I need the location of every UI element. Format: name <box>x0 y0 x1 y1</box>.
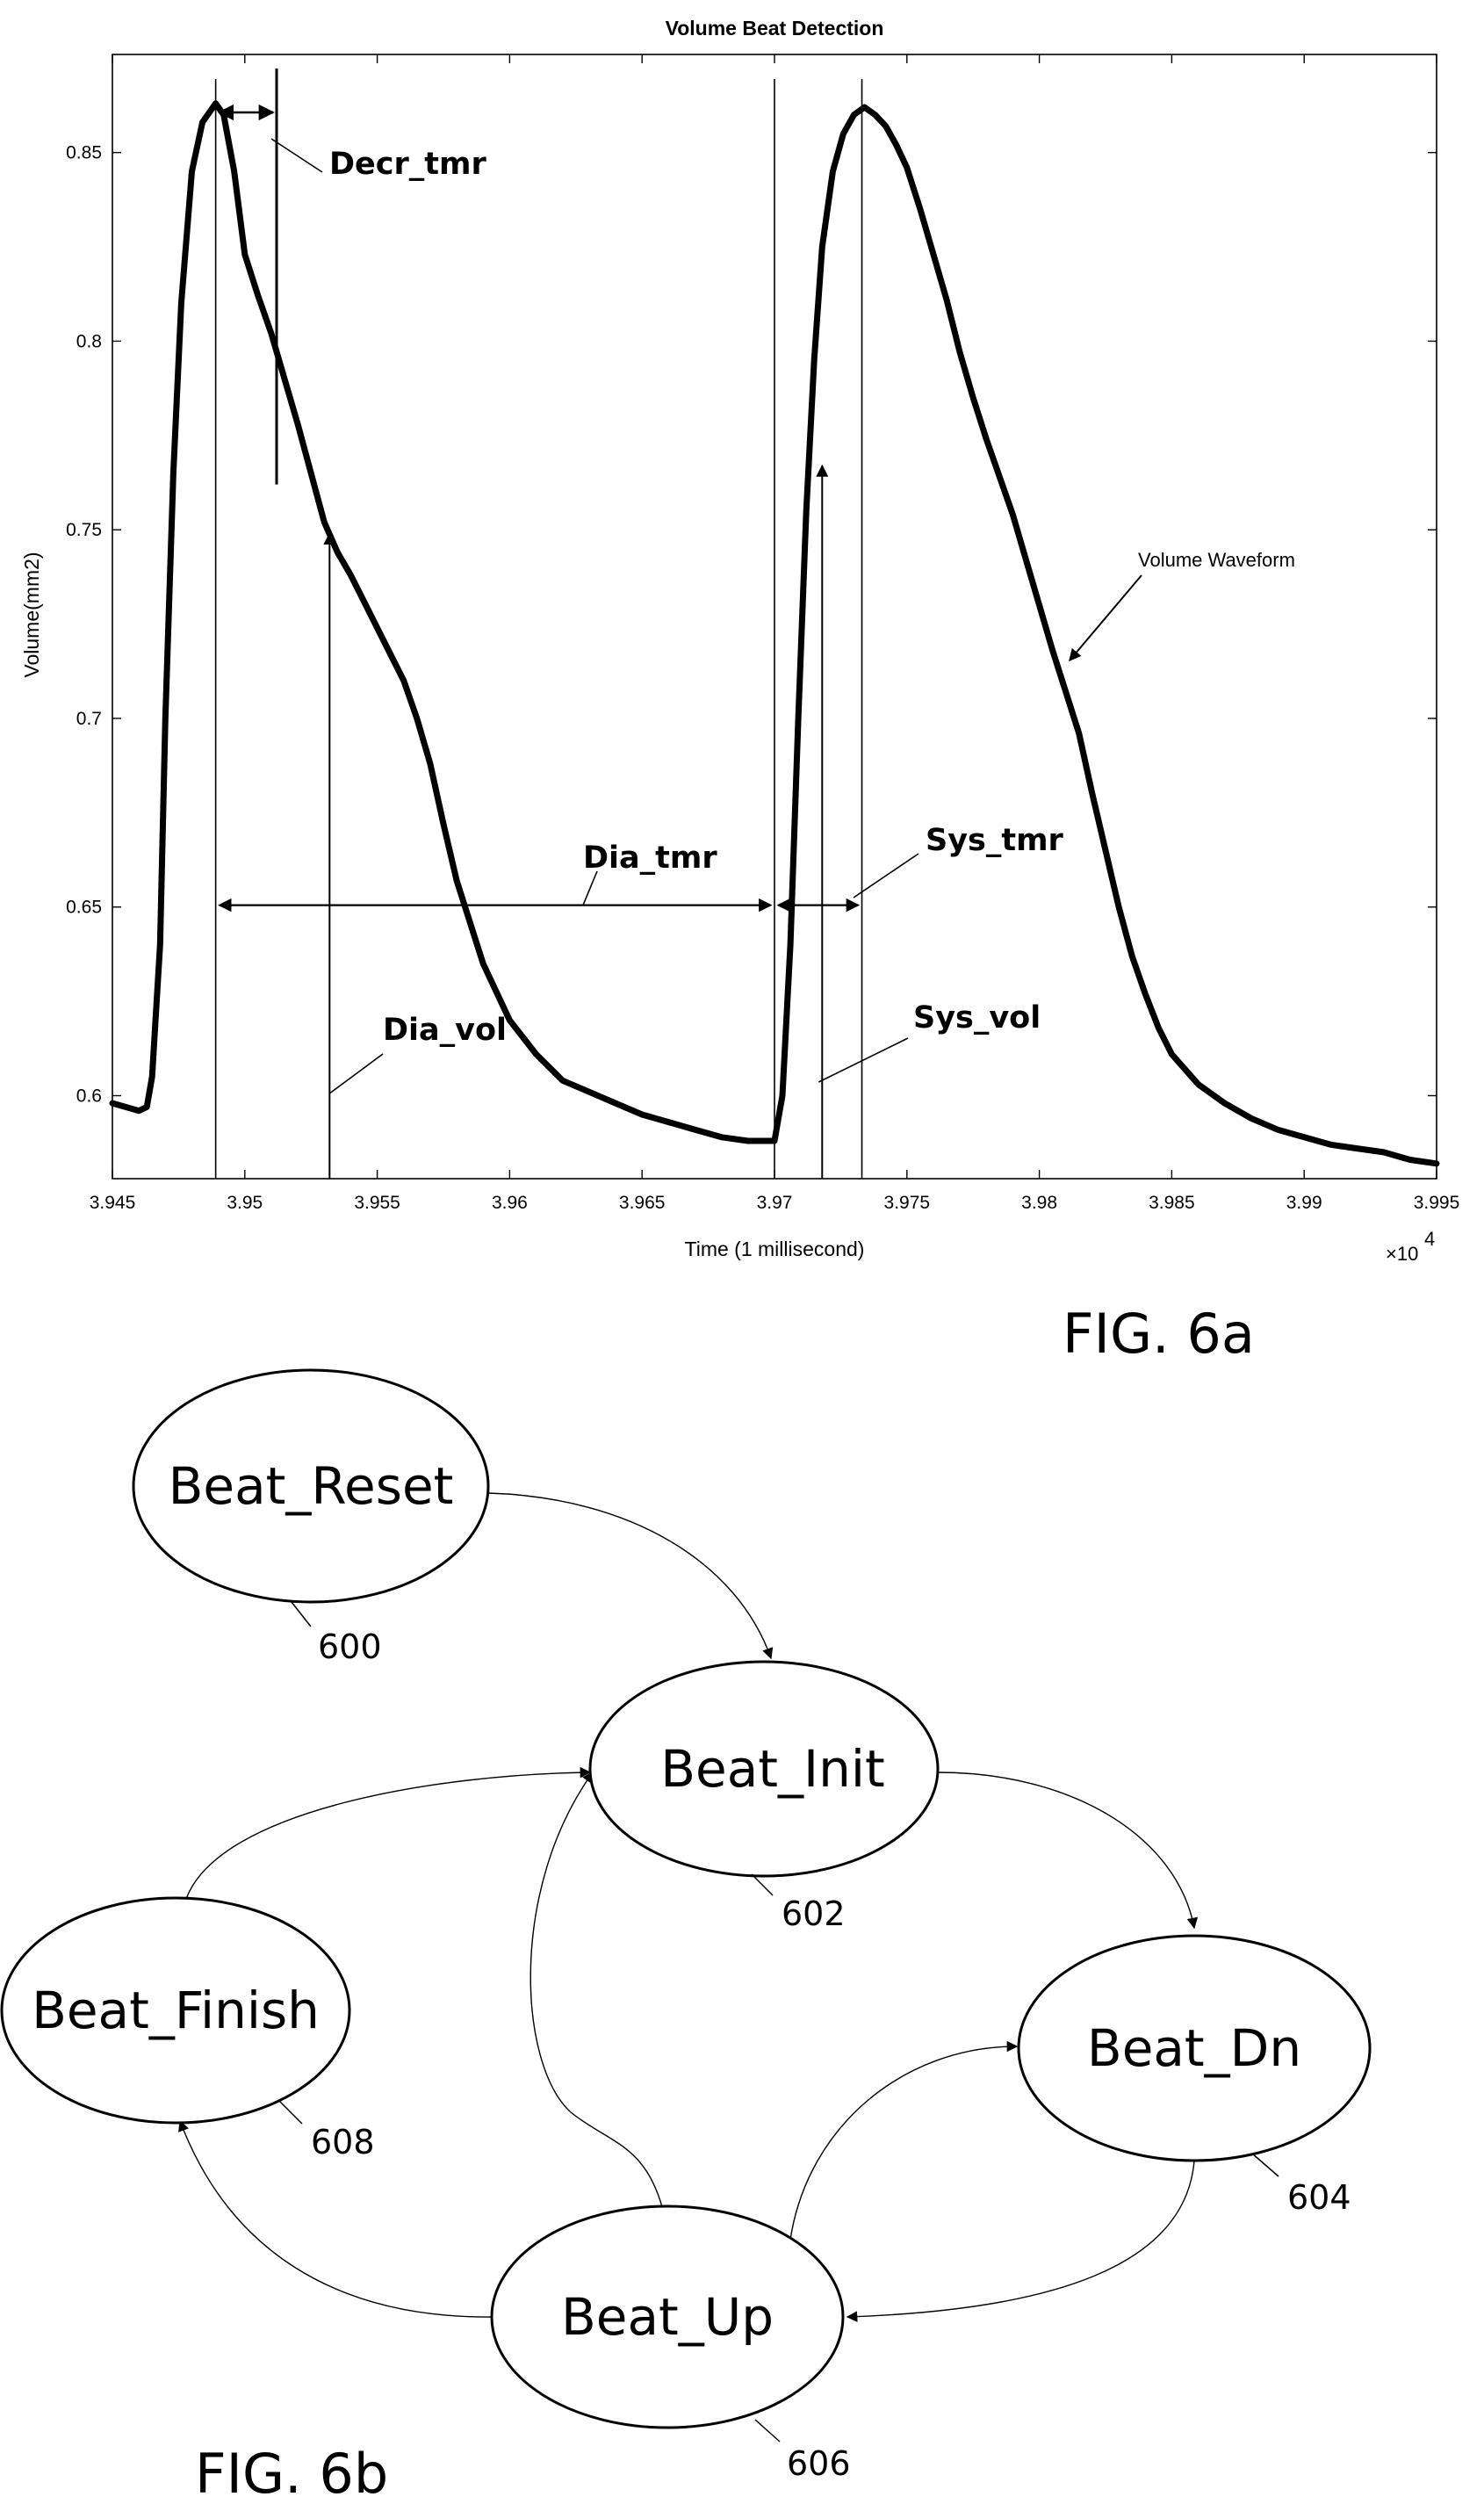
x-tick-label: 3.955 <box>354 1193 400 1213</box>
x-tick-label: 3.98 <box>1021 1193 1057 1213</box>
ref-leader-608 <box>278 2100 303 2125</box>
ref-leader-606 <box>754 2419 781 2443</box>
state-beat-up-node <box>490 2205 845 2429</box>
volume-waveform-label: Volume Waveform <box>1138 549 1295 571</box>
fig-6b-label: FIG. 6b <box>195 2442 388 2504</box>
x-tick-label: 3.96 <box>492 1193 528 1213</box>
state-beat-finish: Beat_Finish 608 <box>0 1896 375 2161</box>
ref-608: 608 <box>311 2123 375 2161</box>
edge-init-to-dn <box>937 1772 1199 1930</box>
volume-waveform-pointer <box>1069 574 1142 662</box>
dia-tmr-leader <box>582 870 598 906</box>
y-tick-label: 0.8 <box>76 331 102 351</box>
volume-chart: Volume Beat Detection 3.945 3.95 3.955 3.96… <box>20 17 1459 1265</box>
state-beat-up: Beat_Up 606 <box>490 2205 851 2483</box>
x-multiplier-exponent: 4 <box>1424 1228 1435 1250</box>
x-tick-label: 3.97 <box>757 1193 793 1213</box>
state-beat-up-label: Beat_Up <box>561 2287 774 2347</box>
x-tick-label: 3.99 <box>1286 1193 1322 1213</box>
x-axis-multiplier: ×10 4 <box>1386 1228 1435 1265</box>
fig-6a-label: FIG. 6a <box>1063 1302 1255 1366</box>
state-beat-dn: Beat_Dn 604 <box>1017 1934 1372 2217</box>
edge-reset-to-init <box>487 1492 774 1660</box>
beat-state-diagram: Beat_Reset 600 Beat_Init 602 Beat_Finish… <box>0 1368 1372 2483</box>
ref-606: 606 <box>787 2444 851 2483</box>
edge-dn-to-up <box>846 2160 1195 2322</box>
state-beat-init-node <box>588 1660 940 1878</box>
state-beat-init-label: Beat_Init <box>660 1739 884 1799</box>
dia-vol-label: Dia_vol <box>383 1013 507 1048</box>
ref-leader-602 <box>751 1873 774 1896</box>
ref-602: 602 <box>782 1894 846 1933</box>
waveform-annotations: Decr_tmr Dia_tmr Dia_vol Sys_tmr Sys_vol Volu… <box>217 104 1295 1179</box>
y-tick-label: 0.7 <box>76 709 102 729</box>
x-tick-label: 3.965 <box>619 1193 666 1213</box>
state-beat-init: Beat_Init 602 <box>588 1660 940 1933</box>
ref-leader-604 <box>1251 2153 1279 2177</box>
edge-finish-to-init <box>185 1766 592 1900</box>
state-beat-dn-node <box>1017 1934 1372 2162</box>
y-tick-label: 0.75 <box>66 520 102 540</box>
sys-tmr-leader <box>853 853 919 898</box>
x-tick-label: 3.95 <box>227 1193 263 1213</box>
chart-title: Volume Beat Detection <box>666 17 884 40</box>
dia-tmr-label: Dia_tmr <box>583 841 717 876</box>
sys-vol-label: Sys_vol <box>913 1000 1041 1036</box>
y-tick-label: 0.6 <box>76 1086 102 1107</box>
sys-tmr-label: Sys_tmr <box>926 823 1064 858</box>
x-tick-label: 3.975 <box>884 1193 931 1213</box>
state-beat-finish-node <box>0 1896 351 2125</box>
decr-tmr-label: Decr_tmr <box>329 147 486 182</box>
sys-vol-leader <box>818 1037 909 1083</box>
decr-tmr-leader <box>270 138 323 173</box>
x-axis-ticks: 3.945 3.95 3.955 3.96 3.965 3.97 3.975 3.98 3.98… <box>90 54 1460 1213</box>
state-beat-reset-node <box>132 1368 490 1604</box>
y-axis-label: Volume(mm2) <box>20 552 43 677</box>
state-beat-reset: Beat_Reset 600 <box>132 1368 490 1666</box>
y-tick-label: 0.85 <box>66 143 102 163</box>
state-beat-finish-label: Beat_Finish <box>32 1981 320 2040</box>
volume-waveform-line <box>109 100 1440 1167</box>
ref-604: 604 <box>1287 2178 1351 2217</box>
edge-up-to-dn <box>789 2040 1019 2241</box>
ref-leader-600 <box>291 1601 312 1627</box>
dia-vol-leader <box>328 1053 384 1094</box>
x-axis-label: Time (1 millisecond) <box>685 1238 865 1260</box>
x-tick-label: 3.995 <box>1414 1193 1460 1213</box>
x-tick-label: 3.945 <box>90 1193 136 1213</box>
x-multiplier-base: ×10 <box>1386 1243 1418 1265</box>
y-tick-label: 0.65 <box>66 898 102 918</box>
state-beat-dn-label: Beat_Dn <box>1087 2018 1301 2078</box>
state-beat-reset-label: Beat_Reset <box>169 1456 454 1516</box>
edge-up-to-init <box>529 1771 670 2241</box>
y-axis-ticks: 0.6 0.65 0.7 0.75 0.8 0.85 <box>66 143 1437 1107</box>
event-marker-lines <box>214 69 863 1179</box>
x-tick-label: 3.985 <box>1149 1193 1195 1213</box>
ref-600: 600 <box>318 1627 382 1666</box>
edge-up-to-finish <box>178 2119 494 2318</box>
